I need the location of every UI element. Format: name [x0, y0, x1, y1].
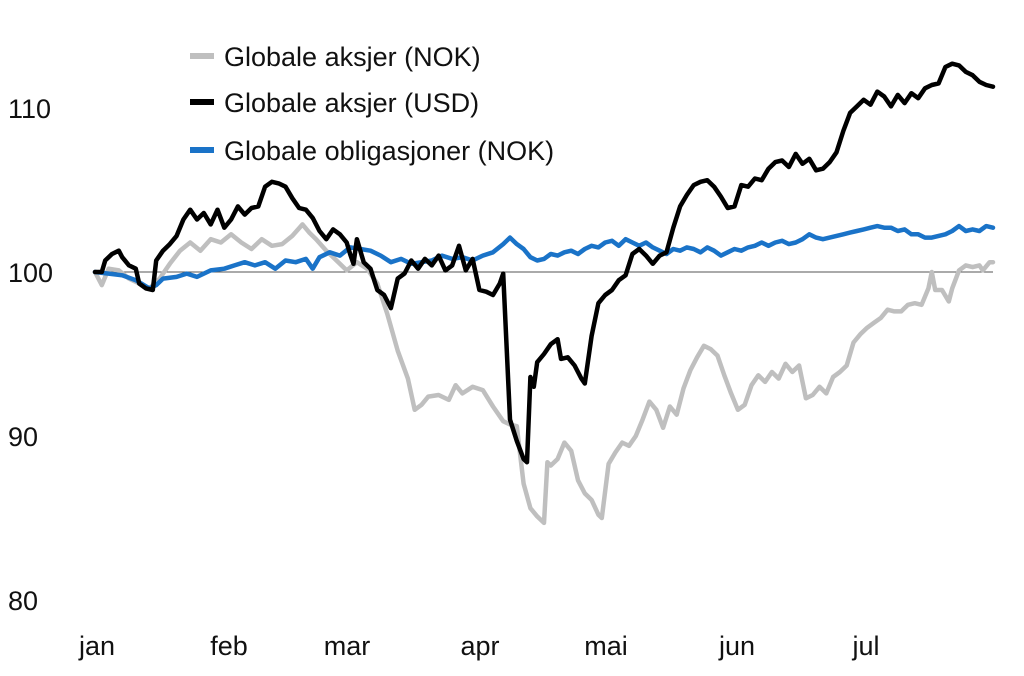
y-tick-label: 100 [8, 258, 53, 288]
x-tick-label: mai [584, 631, 628, 661]
y-tick-label: 80 [8, 586, 38, 616]
legend-label: Globale aksjer (NOK) [224, 42, 481, 72]
legend-label: Globale obligasjoner (NOK) [224, 136, 554, 166]
x-tick-label: jun [718, 631, 755, 661]
y-tick-label: 90 [8, 422, 38, 452]
x-tick-label: mar [324, 631, 371, 661]
legend: Globale aksjer (NOK) Globale aksjer (USD)… [190, 42, 554, 166]
y-axis: 80 90 100 110 [8, 94, 53, 616]
x-tick-label: feb [210, 631, 248, 661]
series-line-1 [92, 222, 996, 526]
x-tick-label: jul [851, 631, 879, 661]
x-axis: jan feb mar apr mai jun jul [78, 631, 880, 661]
series-line-2 [92, 61, 996, 465]
series-line-3 [92, 223, 996, 291]
y-tick-label: 110 [8, 94, 51, 124]
x-tick-label: apr [460, 631, 499, 661]
series-lines [92, 61, 996, 526]
x-tick-label: jan [78, 631, 115, 661]
legend-label: Globale aksjer (USD) [224, 88, 479, 118]
